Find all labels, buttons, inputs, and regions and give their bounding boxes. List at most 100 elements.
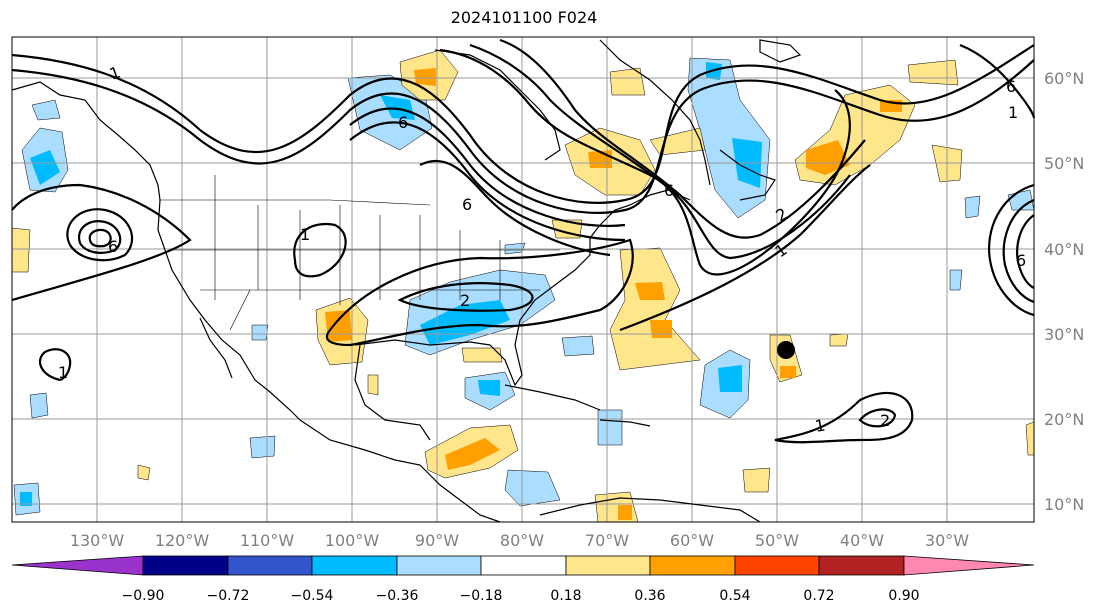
neg-blob xyxy=(249,435,276,459)
map-frame xyxy=(11,36,1035,523)
contour xyxy=(619,164,871,332)
contour-label: 6 xyxy=(462,195,472,214)
coastline-northwest xyxy=(11,81,161,201)
contour xyxy=(397,282,534,312)
pos-blob xyxy=(618,505,632,520)
contour xyxy=(499,38,866,239)
colorbar-segment xyxy=(649,555,736,576)
colorbar-tick-labels: −0.90 −0.72 −0.54 −0.36 −0.18 0.18 0.36 … xyxy=(122,588,920,604)
lon-tick-label: 30°W xyxy=(925,531,969,550)
colorbar-extend-high xyxy=(903,555,1035,576)
colorbar-tick: −0.18 xyxy=(460,588,503,604)
colorbar-tick: −0.36 xyxy=(376,588,419,604)
colorbar-tick: 0.54 xyxy=(719,588,750,604)
neg-blob xyxy=(30,150,60,185)
contour xyxy=(11,183,192,302)
contour xyxy=(858,408,897,428)
contour xyxy=(88,228,112,248)
contour xyxy=(11,44,1035,204)
lat-lon-grid xyxy=(12,37,1034,522)
lon-tick-label: 90°W xyxy=(415,531,459,550)
contour-label: 6 xyxy=(1006,77,1016,96)
lon-tick-label: 110°W xyxy=(240,531,295,550)
colorbar-segment xyxy=(227,555,313,576)
colorbar-tick: 0.36 xyxy=(634,588,665,604)
pos-blob xyxy=(609,247,701,371)
map-title: 2024101100 F024 xyxy=(450,8,598,27)
contour xyxy=(988,183,1035,317)
pos-blob xyxy=(650,320,672,338)
pos-blob xyxy=(780,366,796,378)
colorbar-tick: 0.72 xyxy=(803,588,834,604)
lon-tick-label: 80°W xyxy=(500,531,544,550)
neg-blob xyxy=(597,409,623,446)
coastline-baja xyxy=(199,317,233,379)
colorbar-tick: 0.90 xyxy=(888,588,919,604)
neg-blob xyxy=(478,380,500,396)
pos-blob xyxy=(11,227,31,273)
lon-tick-label: 50°W xyxy=(755,531,799,550)
contour xyxy=(419,159,611,257)
pos-blob xyxy=(806,140,850,175)
neg-blob xyxy=(561,335,595,357)
neg-blob xyxy=(949,269,963,291)
coastline-labrador xyxy=(599,39,711,186)
coastline-west xyxy=(157,199,301,421)
lon-tick-label: 120°W xyxy=(155,531,210,550)
neg-blob xyxy=(964,195,981,219)
contour-label: 2 xyxy=(460,291,470,310)
south-america-coast xyxy=(539,497,761,523)
lat-tick-label: 50°N xyxy=(1044,154,1084,173)
colorbar-segment xyxy=(734,555,820,576)
lat-tick-labels: 60°N 50°N 40°N 30°N 20°N 10°N xyxy=(1044,69,1084,514)
hispaniola xyxy=(599,419,651,427)
lat-tick-label: 30°N xyxy=(1044,325,1084,344)
coastline-central-america xyxy=(299,419,501,523)
contour xyxy=(439,48,851,276)
colorbar-segment xyxy=(818,555,905,576)
contour-label: 6 xyxy=(664,181,674,200)
lat-tick-label: 10°N xyxy=(1044,495,1084,514)
pos-blob xyxy=(325,310,352,342)
pos-blob xyxy=(907,59,959,86)
coastline-gulf-north xyxy=(354,224,601,387)
pos-blob xyxy=(414,68,436,86)
contour-label: 1 xyxy=(813,415,826,435)
colorbar-tick: −0.54 xyxy=(291,588,334,604)
contour-label: 1 xyxy=(58,363,68,382)
colorbar-tick: −0.72 xyxy=(207,588,250,604)
contour xyxy=(349,107,626,227)
contour-label: 1 xyxy=(1008,103,1018,122)
contour xyxy=(11,59,1035,214)
contour xyxy=(1002,198,1035,304)
neg-blob xyxy=(718,365,742,392)
neg-blob xyxy=(29,392,49,419)
pos-blob xyxy=(137,464,151,481)
contour xyxy=(66,208,134,262)
colorbar-segment xyxy=(396,555,482,576)
pos-blob xyxy=(635,282,665,300)
contour xyxy=(325,238,634,347)
contour xyxy=(1016,214,1035,289)
contour-label: 6 xyxy=(1016,251,1026,270)
neg-blob xyxy=(251,324,269,341)
contour xyxy=(774,391,914,444)
contour-label: 2 xyxy=(880,411,890,430)
coastline-newfoundland xyxy=(719,149,776,201)
contour-label: 6 xyxy=(398,113,408,132)
colorbar xyxy=(11,555,1035,576)
pos-blob xyxy=(461,347,503,363)
colorbar-extend-low xyxy=(11,555,144,576)
neg-blob xyxy=(20,492,32,506)
pos-blob xyxy=(445,438,500,470)
contour xyxy=(469,43,851,260)
colorbar-segment xyxy=(142,555,229,576)
neg-blob xyxy=(504,469,561,507)
height-contours xyxy=(11,38,1036,444)
coastline-gulf xyxy=(354,344,431,441)
contour xyxy=(959,43,1036,119)
contour-label: 6 xyxy=(108,237,118,256)
lat-tick-label: 40°N xyxy=(1044,240,1084,259)
contour xyxy=(349,121,626,242)
